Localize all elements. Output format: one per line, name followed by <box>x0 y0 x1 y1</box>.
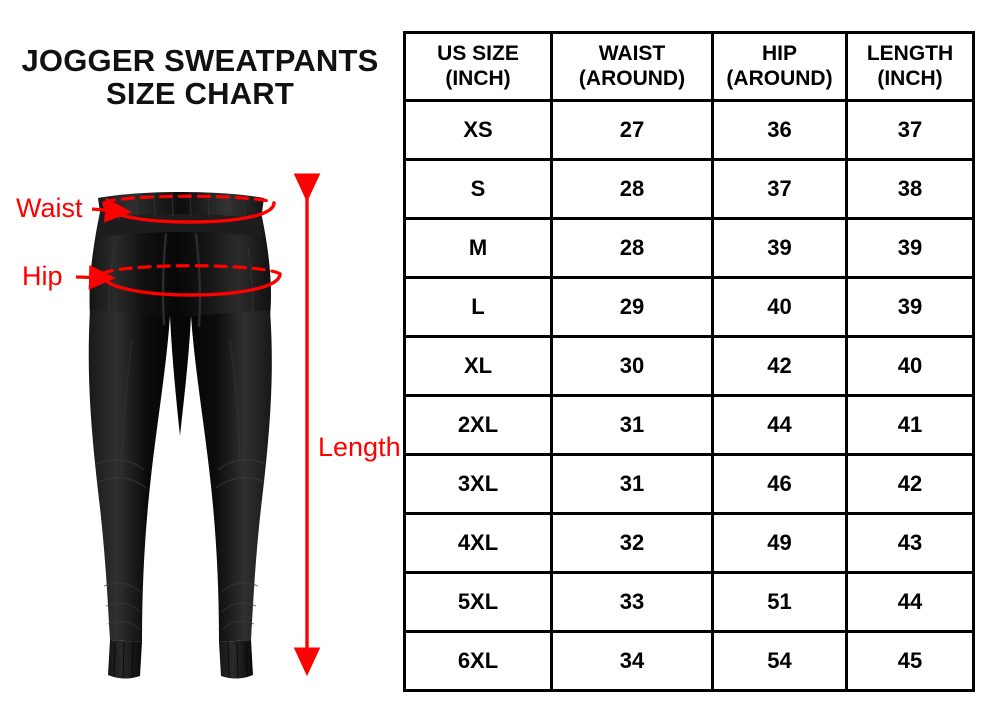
page-title: JOGGER SWEATPANTS SIZE CHART <box>0 44 400 111</box>
size-chart-table-container: US SIZE (INCH) WAIST (AROUND) HIP (AROUN… <box>403 31 975 692</box>
cell-us-size: 6XL <box>403 630 553 692</box>
table-row: L 29 40 39 <box>403 276 975 338</box>
cell-length: 40 <box>845 335 975 397</box>
column-header-waist: WAIST (AROUND) <box>550 31 714 102</box>
cell-hip: 36 <box>711 99 848 161</box>
cell-us-size: 5XL <box>403 571 553 633</box>
cell-waist: 28 <box>550 217 714 279</box>
column-header-hip-line2: (AROUND) <box>726 66 833 90</box>
cell-waist: 31 <box>550 453 714 515</box>
column-header-hip-line1: HIP <box>761 41 797 65</box>
cell-waist: 34 <box>550 630 714 692</box>
cell-us-size: XL <box>403 335 553 397</box>
cell-hip: 40 <box>711 276 848 338</box>
column-header-length-line1: LENGTH <box>866 41 954 65</box>
column-header-us-size: US SIZE (INCH) <box>403 31 553 102</box>
cell-us-size: 2XL <box>403 394 553 456</box>
cell-waist: 32 <box>550 512 714 574</box>
column-header-length: LENGTH (INCH) <box>845 31 975 102</box>
cell-hip: 46 <box>711 453 848 515</box>
cell-waist: 31 <box>550 394 714 456</box>
cell-hip: 42 <box>711 335 848 397</box>
table-row: 6XL 34 54 45 <box>403 630 975 692</box>
cell-hip: 39 <box>711 217 848 279</box>
cell-waist: 29 <box>550 276 714 338</box>
cell-waist: 27 <box>550 99 714 161</box>
column-header-hip: HIP (AROUND) <box>711 31 848 102</box>
cell-hip: 44 <box>711 394 848 456</box>
table-body: XS 27 36 37 S 28 37 38 M 28 39 39 <box>403 99 975 692</box>
table-row: XS 27 36 37 <box>403 99 975 161</box>
table-row: M 28 39 39 <box>403 217 975 279</box>
column-header-waist-line2: (AROUND) <box>578 66 686 90</box>
cell-us-size: M <box>403 217 553 279</box>
table-row: 4XL 32 49 43 <box>403 512 975 574</box>
cell-waist: 28 <box>550 158 714 220</box>
title-line-2: SIZE CHART <box>106 76 294 112</box>
cell-us-size: XS <box>403 99 553 161</box>
table-row: 5XL 33 51 44 <box>403 571 975 633</box>
cell-waist: 33 <box>550 571 714 633</box>
cell-hip: 54 <box>711 630 848 692</box>
table-row: 3XL 31 46 42 <box>403 453 975 515</box>
column-header-waist-line1: WAIST <box>598 41 666 65</box>
cell-us-size: 3XL <box>403 453 553 515</box>
cell-hip: 49 <box>711 512 848 574</box>
column-header-us-size-line1: US SIZE <box>437 41 519 65</box>
cell-length: 44 <box>845 571 975 633</box>
cell-length: 37 <box>845 99 975 161</box>
cell-length: 43 <box>845 512 975 574</box>
length-label: Length <box>318 432 401 462</box>
cell-hip: 51 <box>711 571 848 633</box>
table-row: 2XL 31 44 41 <box>403 394 975 456</box>
title-line-1: JOGGER SWEATPANTS <box>21 43 379 78</box>
cell-length: 39 <box>845 217 975 279</box>
table-row: XL 30 42 40 <box>403 335 975 397</box>
cell-length: 45 <box>845 630 975 692</box>
column-header-length-line2: (INCH) <box>877 66 943 90</box>
cell-us-size: L <box>403 276 553 338</box>
cell-hip: 37 <box>711 158 848 220</box>
cell-length: 39 <box>845 276 975 338</box>
cell-length: 38 <box>845 158 975 220</box>
column-header-us-size-line2: (INCH) <box>445 66 511 90</box>
cell-length: 42 <box>845 453 975 515</box>
size-chart-table: US SIZE (INCH) WAIST (AROUND) HIP (AROUN… <box>403 31 975 692</box>
cell-us-size: 4XL <box>403 512 553 574</box>
hip-label: Hip <box>22 261 63 291</box>
table-row: S 28 37 38 <box>403 158 975 220</box>
table-header-row: US SIZE (INCH) WAIST (AROUND) HIP (AROUN… <box>403 31 975 102</box>
illustration-panel: JOGGER SWEATPANTS SIZE CHART <box>0 0 401 705</box>
cell-waist: 30 <box>550 335 714 397</box>
cell-us-size: S <box>403 158 553 220</box>
jogger-sweatpants-illustration <box>70 190 292 682</box>
cell-length: 41 <box>845 394 975 456</box>
